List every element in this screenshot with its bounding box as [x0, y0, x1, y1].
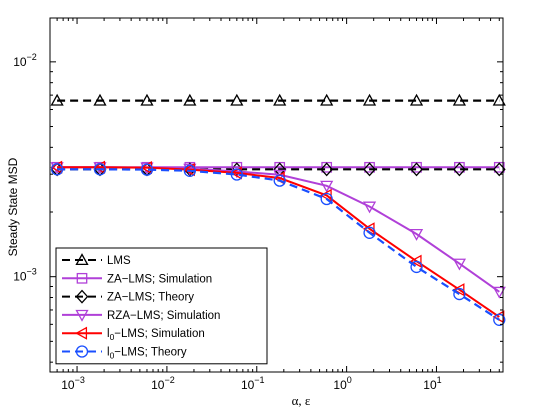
- legend: LMS ZA−LMS; Simulation ZA−LMS; Theory RZA−L…: [55, 247, 268, 365]
- data-point: [140, 160, 153, 175]
- legend-box: [55, 247, 268, 365]
- legend-marker: [76, 272, 88, 284]
- legend-entry: ZA−LMS; Simulation: [62, 272, 212, 285]
- data-point: [493, 313, 506, 326]
- data-point: [183, 164, 196, 177]
- data-point: [50, 160, 63, 174]
- plot-area: [50, 93, 506, 326]
- legend-entry: l0−LMS; Theory: [62, 345, 187, 361]
- legend-marker: [75, 309, 89, 322]
- data-point: [230, 93, 244, 106]
- legend-label: l0−LMS; Theory: [107, 347, 187, 361]
- data-point: [93, 93, 107, 106]
- data-point: [409, 254, 422, 268]
- data-point: [229, 166, 242, 180]
- series-line: [57, 166, 500, 318]
- data-point: [410, 162, 423, 177]
- data-point: [410, 260, 423, 274]
- data-point: [492, 286, 506, 299]
- data-point: [452, 258, 467, 271]
- legend-marker: [75, 289, 89, 304]
- data-point: [363, 226, 376, 239]
- data-point: [409, 228, 424, 241]
- data-point: [183, 93, 197, 106]
- legend-entry: l0−LMS; Simulation: [62, 326, 205, 342]
- series-0: [50, 93, 506, 106]
- data-point: [362, 93, 377, 106]
- axes-frame: [49, 17, 504, 373]
- data-point: [320, 192, 333, 206]
- legend-marker: [75, 326, 88, 340]
- legend-label: ZA−LMS; Theory: [107, 292, 194, 304]
- data-point: [140, 93, 154, 106]
- data-point: [140, 163, 154, 176]
- y-axis-label: Steady State MSD: [6, 157, 20, 256]
- data-point: [363, 162, 376, 177]
- data-point: [452, 283, 465, 297]
- data-point: [183, 163, 195, 177]
- data-point: [320, 162, 334, 177]
- data-point: [273, 93, 287, 106]
- data-point: [362, 201, 377, 214]
- data-point: [409, 93, 424, 106]
- data-point: [273, 174, 286, 187]
- legend-label: LMS: [107, 255, 131, 267]
- legend-entry: RZA−LMS; Simulation: [62, 309, 220, 322]
- data-point: [453, 162, 466, 177]
- data-point: [320, 180, 334, 193]
- data-point: [50, 93, 64, 106]
- legend-label: l0−LMS; Simulation: [107, 328, 205, 342]
- data-point: [320, 93, 334, 106]
- data-point: [50, 163, 64, 176]
- legend-marker: [75, 253, 89, 266]
- legend-label: ZA−LMS; Simulation: [107, 273, 212, 285]
- series-5: [50, 163, 506, 326]
- data-point: [230, 168, 243, 181]
- legend-marker: [75, 345, 89, 358]
- legend-entry: ZA−LMS; Theory: [62, 289, 194, 304]
- legend-entry: LMS: [62, 253, 131, 267]
- legend-label: RZA−LMS; Simulation: [107, 310, 220, 322]
- data-point: [452, 93, 467, 106]
- series-line: [57, 168, 500, 321]
- data-point: [453, 287, 466, 301]
- data-point: [93, 163, 107, 176]
- x-axis-label: α, ε: [292, 393, 311, 408]
- data-point: [492, 93, 506, 106]
